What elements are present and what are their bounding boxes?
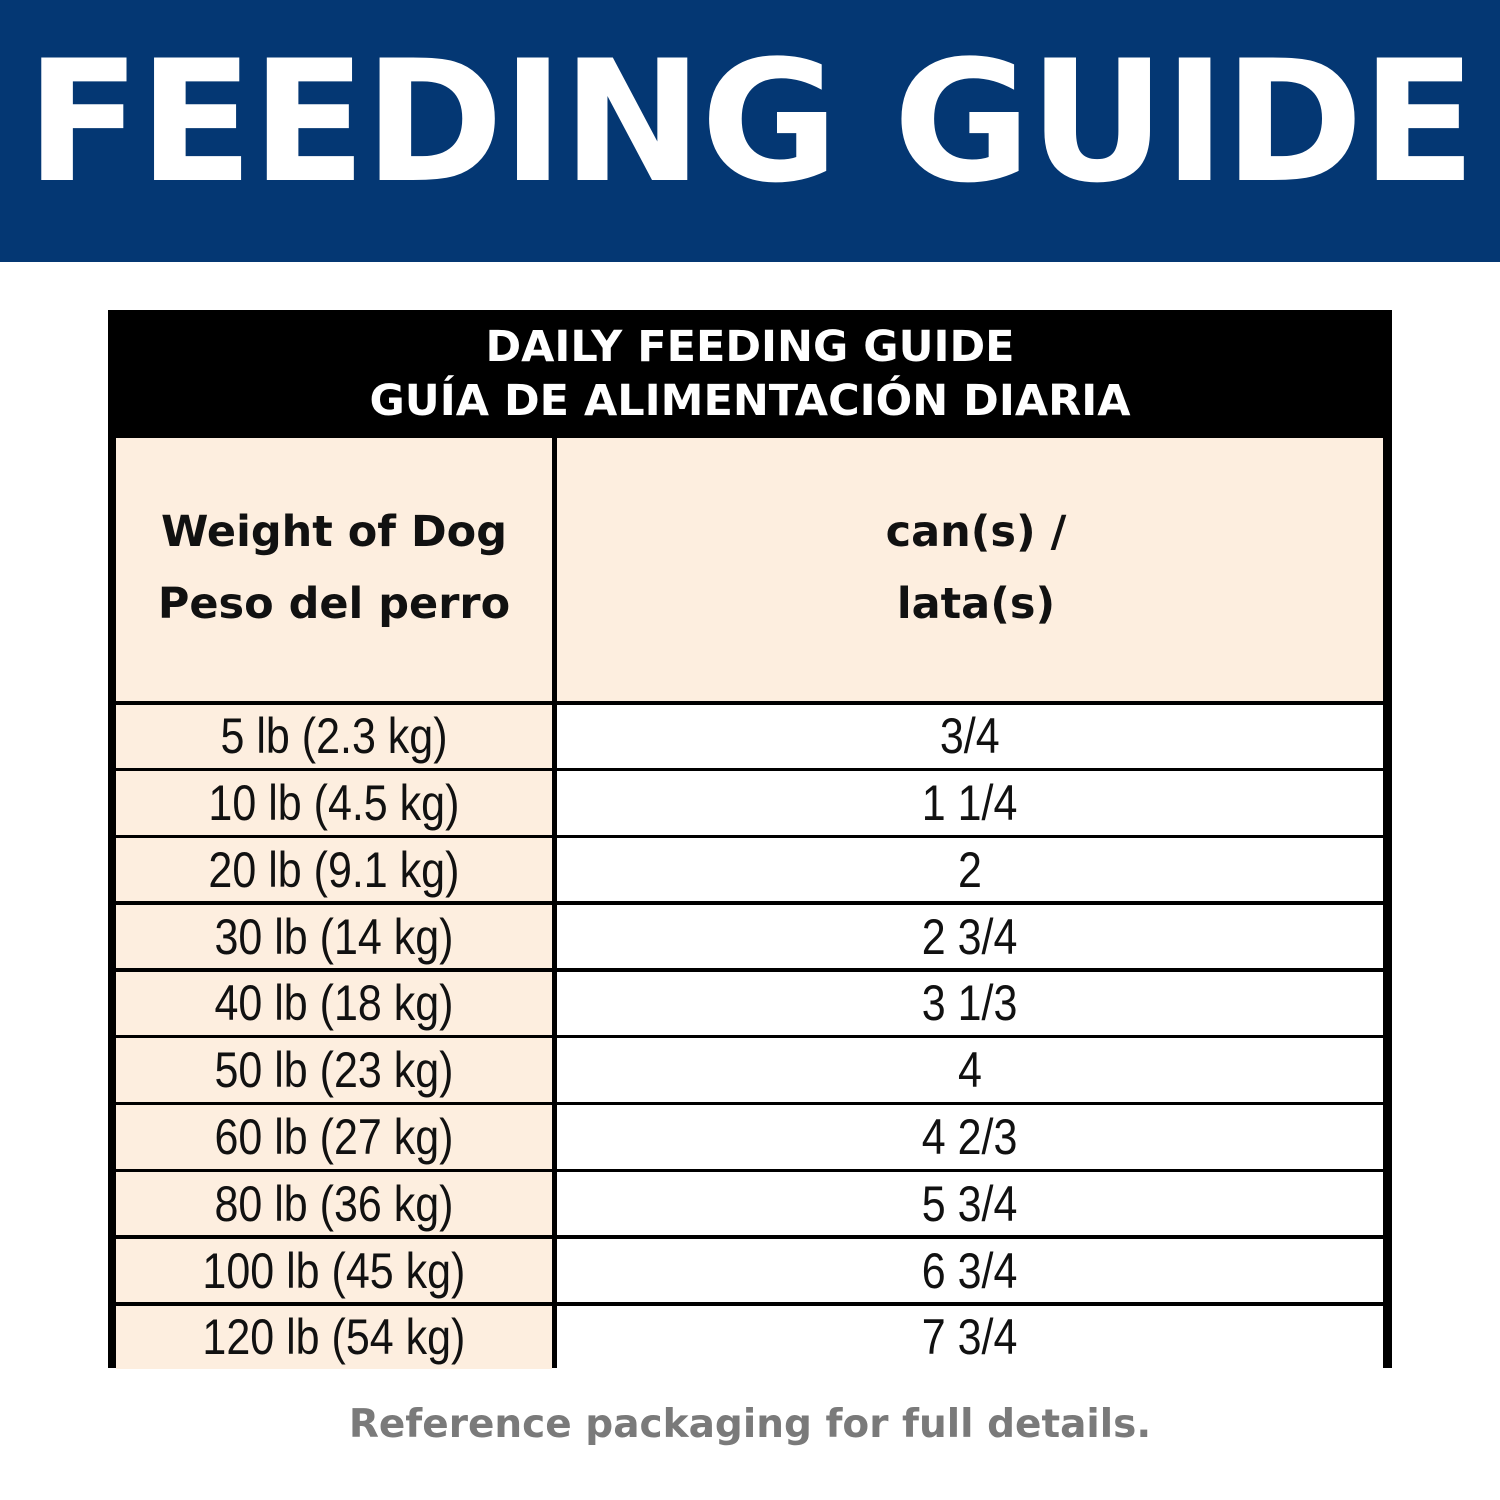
amount-cell: 6 3/4: [557, 1238, 1383, 1303]
weight-cell: 10 lb (4.5 kg): [116, 771, 552, 835]
banner: FEEDING GUIDE: [0, 0, 1500, 262]
header-cans: can(s) / lata(s): [557, 438, 1383, 701]
header-cans-spanish: lata(s): [896, 579, 1056, 629]
amount-cell: 2: [557, 838, 1383, 902]
amount-cell: 3/4: [557, 704, 1383, 768]
weight-cell: 80 lb (36 kg): [116, 1172, 552, 1236]
header-weight: Weight of Dog Peso del perro: [116, 438, 552, 701]
weight-cell: 20 lb (9.1 kg): [116, 838, 552, 902]
amount-cell: 2 3/4: [557, 904, 1383, 969]
weight-cell: 60 lb (27 kg): [116, 1105, 552, 1169]
amount-cell: 1 1/4: [557, 771, 1383, 835]
weight-cell: 120 lb (54 kg): [116, 1305, 552, 1369]
table-title-spanish: GUÍA DE ALIMENTACIÓN DIARIA: [369, 376, 1131, 426]
amount-cell: 4: [557, 1038, 1383, 1102]
weight-cell: 5 lb (2.3 kg): [116, 704, 552, 768]
amount-cell: 7 3/4: [557, 1305, 1383, 1369]
feeding-table: DAILY FEEDING GUIDE GUÍA DE ALIMENTACIÓN…: [108, 310, 1392, 1369]
banner-title: FEEDING GUIDE: [25, 24, 1476, 220]
header-weight-spanish: Peso del perro: [157, 579, 511, 629]
amount-cell: 3 1/3: [557, 971, 1383, 1035]
table-title-english: DAILY FEEDING GUIDE: [485, 322, 1015, 372]
header-weight-english: Weight of Dog: [161, 507, 507, 557]
footer-note: Reference packaging for full details.: [348, 1402, 1152, 1447]
weight-cell: 100 lb (45 kg): [116, 1238, 552, 1303]
amount-cell: 4 2/3: [557, 1105, 1383, 1169]
header-cans-english: can(s) /: [885, 507, 1067, 557]
amount-cell: 5 3/4: [557, 1172, 1383, 1236]
weight-cell: 40 lb (18 kg): [116, 971, 552, 1035]
table-title: DAILY FEEDING GUIDE GUÍA DE ALIMENTACIÓN…: [108, 310, 1392, 438]
weight-cell: 50 lb (23 kg): [116, 1038, 552, 1102]
weight-cell: 30 lb (14 kg): [116, 904, 552, 969]
table-grid: Weight of Dog Peso del perro can(s) / la…: [116, 438, 1384, 1369]
